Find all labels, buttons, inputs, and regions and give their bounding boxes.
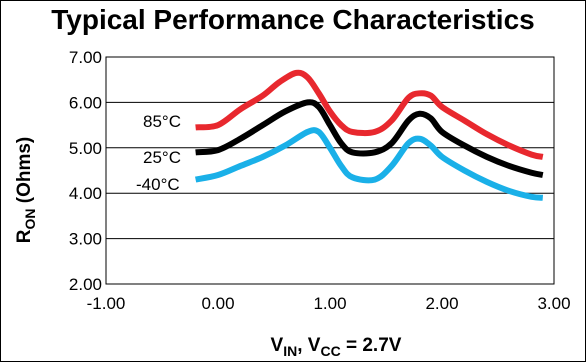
y-tick-label: 4.00: [69, 184, 102, 203]
x-tick-label: 2.00: [425, 294, 458, 313]
series-label-25c: 25°C: [143, 148, 181, 167]
y-axis-label: RON (Ohms): [14, 137, 38, 244]
x-tick-label: -1.00: [87, 294, 126, 313]
x-tick-label: 0.00: [201, 294, 234, 313]
x-axis-label: VIN, VCC = 2.7V: [271, 335, 402, 359]
chart-title: Typical Performance Characteristics: [51, 4, 535, 35]
y-tick-label: 2.00: [69, 275, 102, 294]
y-tick-labels: 2.00 3.00 4.00 5.00 6.00 7.00: [69, 48, 102, 294]
plot-area: [105, 56, 555, 285]
x-tick-labels: -1.00 0.00 1.00 2.00 3.00: [87, 294, 571, 313]
x-tick-label: 1.00: [313, 294, 346, 313]
series-line-85c: [195, 69, 544, 160]
series-lines: [195, 69, 544, 201]
x-tick-label: 3.00: [537, 294, 570, 313]
gridlines: [106, 56, 554, 285]
y-tick-label: 6.00: [69, 93, 102, 112]
series-line-minus40c: [195, 127, 544, 201]
series-label-85c: 85°C: [143, 112, 181, 131]
y-tick-label: 5.00: [69, 139, 102, 158]
series-line-25c: [195, 99, 544, 178]
y-tick-label: 7.00: [69, 48, 102, 67]
y-tick-label: 3.00: [69, 230, 102, 249]
series-label-minus40c: -40°C: [136, 175, 180, 194]
